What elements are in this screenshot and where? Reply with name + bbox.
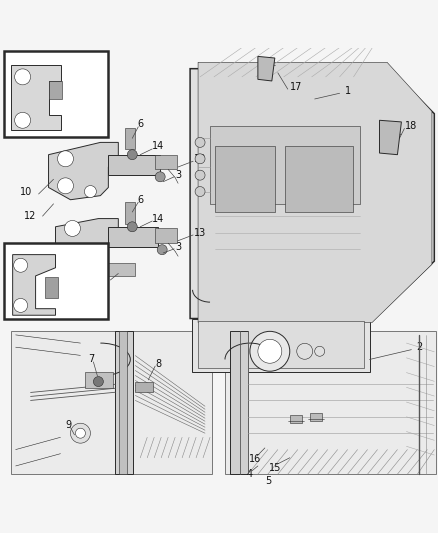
Text: 9: 9 xyxy=(65,420,71,430)
Circle shape xyxy=(195,187,205,197)
Text: 18: 18 xyxy=(405,121,417,131)
Polygon shape xyxy=(108,155,160,175)
Text: 15: 15 xyxy=(268,463,281,473)
Circle shape xyxy=(57,151,74,167)
Bar xyxy=(100,263,135,276)
Bar xyxy=(135,382,153,392)
Polygon shape xyxy=(198,62,432,322)
Bar xyxy=(230,331,248,474)
Circle shape xyxy=(14,69,31,85)
Circle shape xyxy=(195,138,205,148)
Circle shape xyxy=(258,340,282,364)
Circle shape xyxy=(85,185,96,198)
Text: 7: 7 xyxy=(88,354,95,365)
Circle shape xyxy=(89,257,101,269)
Circle shape xyxy=(14,298,28,312)
Bar xyxy=(85,372,113,388)
Bar xyxy=(125,202,135,224)
Circle shape xyxy=(14,259,28,272)
Circle shape xyxy=(127,150,137,160)
Circle shape xyxy=(93,377,103,386)
Circle shape xyxy=(71,423,90,443)
Circle shape xyxy=(195,154,205,164)
Text: 11: 11 xyxy=(94,277,106,287)
Text: 6: 6 xyxy=(137,195,143,205)
Text: 3: 3 xyxy=(175,243,181,252)
Bar xyxy=(115,331,133,474)
Text: 13: 13 xyxy=(194,228,206,238)
Text: 1: 1 xyxy=(345,86,351,96)
Text: 3: 3 xyxy=(175,170,181,180)
Text: 19: 19 xyxy=(79,88,92,98)
Circle shape xyxy=(64,221,81,236)
Bar xyxy=(11,331,212,474)
Text: 8: 8 xyxy=(155,359,161,369)
Text: 13: 13 xyxy=(194,154,206,164)
Polygon shape xyxy=(56,219,118,268)
Circle shape xyxy=(75,428,85,438)
Bar xyxy=(215,147,275,212)
Bar xyxy=(310,413,321,421)
Bar xyxy=(285,147,353,212)
Text: 10: 10 xyxy=(19,187,32,197)
Text: 6: 6 xyxy=(137,119,143,130)
Circle shape xyxy=(297,343,313,359)
Bar xyxy=(210,126,360,204)
Polygon shape xyxy=(379,120,401,155)
Bar xyxy=(225,331,436,474)
Bar xyxy=(4,243,108,319)
Circle shape xyxy=(157,245,167,255)
Text: 12: 12 xyxy=(25,211,37,221)
Text: 12: 12 xyxy=(25,252,37,262)
Text: 4: 4 xyxy=(247,469,253,479)
Circle shape xyxy=(14,112,31,128)
Circle shape xyxy=(250,332,290,371)
Circle shape xyxy=(155,172,165,182)
Bar xyxy=(155,229,177,243)
Polygon shape xyxy=(11,64,60,130)
Bar xyxy=(125,128,135,149)
Circle shape xyxy=(195,170,205,180)
Text: 17: 17 xyxy=(290,82,302,92)
Bar xyxy=(45,277,57,298)
Bar xyxy=(119,331,127,474)
Text: 19: 19 xyxy=(79,272,92,282)
Text: 16: 16 xyxy=(249,455,261,464)
Text: 5: 5 xyxy=(265,476,271,486)
Text: 14: 14 xyxy=(152,214,164,223)
Bar xyxy=(49,81,63,99)
Polygon shape xyxy=(108,227,158,247)
Bar xyxy=(290,415,302,423)
Polygon shape xyxy=(258,56,275,81)
Polygon shape xyxy=(49,142,118,200)
Text: 14: 14 xyxy=(152,141,164,151)
Bar xyxy=(4,51,108,136)
Polygon shape xyxy=(198,321,364,368)
Bar xyxy=(155,155,177,169)
Polygon shape xyxy=(190,69,434,319)
Circle shape xyxy=(57,178,74,194)
Circle shape xyxy=(127,222,137,232)
Polygon shape xyxy=(192,319,370,372)
Polygon shape xyxy=(13,255,56,315)
Circle shape xyxy=(314,346,325,356)
Text: 2: 2 xyxy=(416,342,423,352)
Circle shape xyxy=(64,249,81,265)
